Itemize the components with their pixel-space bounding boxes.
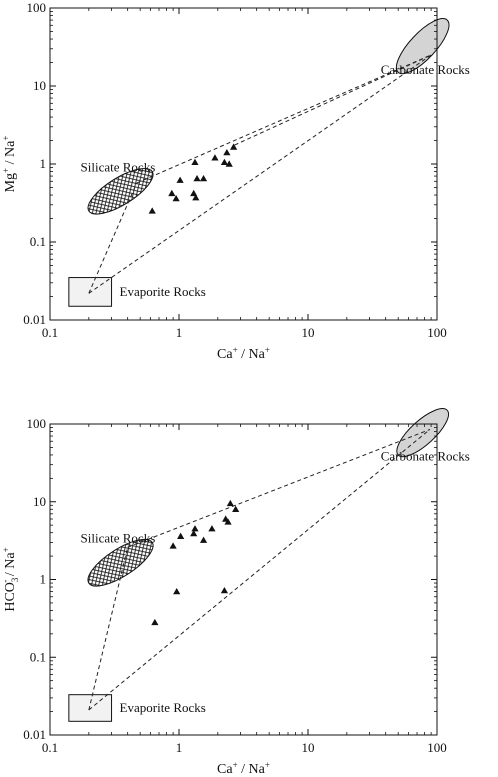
- y-tick-label: 0.1: [30, 234, 46, 249]
- data-point: [191, 158, 199, 166]
- data-point: [168, 189, 176, 197]
- mixing-line: [88, 182, 138, 294]
- x-tick-label: 10: [302, 325, 315, 340]
- x-tick-label: 0.1: [42, 325, 58, 340]
- y-tick-label: 100: [27, 0, 47, 15]
- y-axis-label: HCO3- / Na+: [0, 547, 20, 611]
- y-tick-label: 0.01: [23, 312, 46, 327]
- x-tick-label: 1: [176, 740, 183, 755]
- region-silicate-rocks: [87, 538, 154, 587]
- region-label: Silicate Rocks: [81, 531, 156, 546]
- region-label: Silicate Rocks: [81, 159, 156, 174]
- region-label: Evaporite Rocks: [120, 700, 206, 715]
- data-point: [229, 143, 238, 150]
- data-point: [208, 525, 216, 532]
- mixing-line: [88, 429, 431, 711]
- region-silicate-rocks: [87, 167, 154, 215]
- data-point: [220, 158, 229, 166]
- region-label: Carbonate Rocks: [381, 449, 470, 464]
- data-point: [190, 189, 198, 197]
- data-point: [169, 542, 177, 549]
- x-tick-label: 10: [302, 740, 315, 755]
- mixing-line: [136, 54, 432, 184]
- y-tick-label: 100: [27, 416, 47, 431]
- y-tick-label: 0.01: [23, 727, 46, 742]
- data-point: [225, 160, 233, 167]
- data-point: [191, 525, 199, 532]
- x-axis-label: Ca+ / Na+: [217, 760, 270, 777]
- y-tick-label: 10: [33, 78, 46, 93]
- data-point: [172, 195, 180, 202]
- region-carbonate-rocks: [395, 18, 450, 75]
- data-point: [193, 174, 201, 182]
- region-label: Evaporite Rocks: [120, 284, 206, 299]
- data-point: [192, 194, 200, 201]
- y-tick-label: 0.1: [30, 649, 46, 664]
- data-point: [223, 149, 231, 156]
- region-evaporite-rocks: [68, 694, 113, 722]
- data-point: [220, 586, 229, 594]
- data-point: [177, 532, 185, 539]
- y-tick-label: 10: [33, 494, 46, 509]
- data-point: [199, 174, 208, 182]
- mixing-line: [234, 54, 432, 146]
- data-point: [199, 536, 208, 543]
- data-point: [232, 505, 240, 512]
- x-tick-label: 100: [427, 740, 447, 755]
- y-axis-label: Mg+ / Na+: [1, 136, 18, 193]
- data-point: [226, 499, 234, 507]
- data-point: [224, 518, 232, 525]
- mixing-line: [127, 429, 431, 548]
- x-axis-label: Ca+ / Na+: [217, 345, 270, 362]
- data-point: [148, 207, 156, 214]
- y-tick-label: 1: [40, 156, 47, 171]
- data-point: [151, 618, 159, 626]
- data-point: [211, 154, 219, 161]
- data-point: [190, 529, 198, 537]
- x-tick-label: 1: [176, 325, 183, 340]
- data-point: [173, 587, 181, 595]
- x-tick-label: 0.1: [42, 740, 58, 755]
- y-tick-label: 1: [40, 572, 47, 587]
- region-label: Carbonate Rocks: [381, 62, 470, 77]
- x-tick-label: 100: [427, 325, 447, 340]
- data-point: [176, 176, 184, 183]
